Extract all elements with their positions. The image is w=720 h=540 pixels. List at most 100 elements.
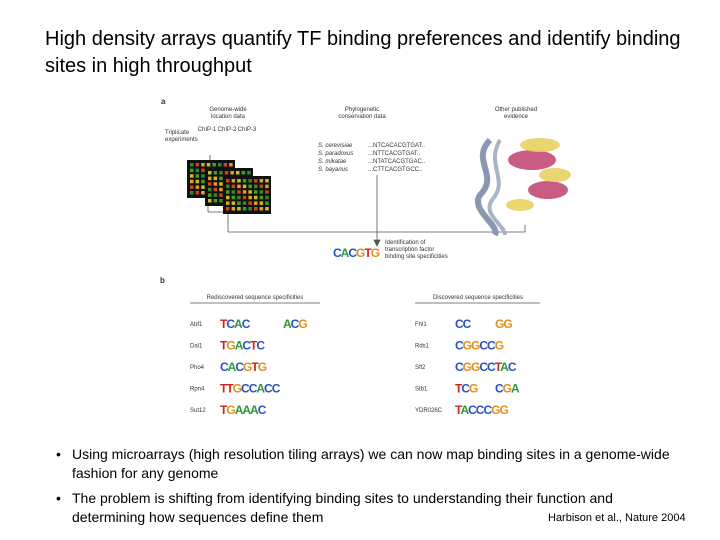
bullet-dot: • (56, 490, 61, 506)
aligned-sequence: ...NTCACACGTGAT.. (368, 143, 425, 149)
column-header: Genome-wide (209, 107, 247, 113)
helix (508, 150, 556, 170)
factor-name: Fhl1 (415, 322, 427, 328)
array-spot (248, 195, 252, 200)
array-spot (195, 179, 200, 184)
array-spot (190, 168, 194, 173)
array-spot (254, 207, 258, 211)
result-label: binding site specificities (385, 254, 448, 260)
array-spot (259, 184, 264, 189)
factor-name: Rpn4 (190, 387, 205, 393)
array-spot (241, 171, 246, 175)
array-spot (212, 163, 216, 167)
array-spot (208, 182, 212, 186)
factor-name: Dal1 (190, 344, 203, 350)
section-header: Rediscovered sequence specificities (207, 295, 304, 301)
sequence-logo: CGGCCG (455, 339, 504, 353)
species-name: S. paradoxus (318, 151, 353, 157)
column-header: evidence (504, 114, 529, 120)
array-spot (248, 179, 252, 183)
array-spot (195, 185, 200, 189)
array-spot (201, 179, 205, 184)
factor-name: Abf1 (190, 322, 203, 328)
connectors (190, 155, 540, 304)
panel-label: b (160, 276, 165, 285)
array-spot (226, 195, 230, 200)
bullet-text: Using microarrays (high resolution tilin… (72, 446, 670, 481)
dna-strand (487, 138, 507, 236)
array-spot (223, 163, 228, 167)
sequence-logo: CC (455, 317, 472, 331)
array-spot (237, 190, 241, 194)
array-spot (265, 195, 269, 200)
array-spot (242, 184, 247, 189)
array-spot (213, 193, 218, 197)
array-spot (231, 201, 236, 205)
array-spot (237, 201, 241, 205)
array-spot (219, 171, 223, 175)
sequence-logo: TCG (455, 382, 478, 396)
array-spot (201, 168, 205, 173)
column-header: conservation data (338, 114, 386, 120)
array-spot (190, 179, 194, 184)
array-spot (259, 195, 264, 200)
factor-name: Sfl2 (415, 365, 426, 371)
array-spot (226, 201, 230, 205)
microarray (223, 176, 271, 214)
array-spot (237, 207, 241, 211)
arrowhead (373, 239, 381, 247)
section-header: Discovered sequence specificities (433, 295, 523, 301)
array-spot (237, 184, 241, 189)
sequence-logo: TCAC (220, 317, 251, 331)
column-header: Phylogenetic (345, 107, 379, 113)
sequence-logo: ACG (283, 317, 307, 331)
array-spot (236, 171, 240, 175)
array-spot (213, 182, 218, 186)
aligned-sequence: ...NTTCACGTGAT.. (368, 151, 421, 157)
array-spot (190, 191, 194, 195)
array-spot (265, 184, 269, 189)
array-spot (265, 207, 269, 211)
array-spot (254, 190, 258, 194)
sequence-logo: CGA (495, 382, 520, 396)
protein-structure (475, 137, 571, 237)
sequence-logo: GG (495, 317, 512, 331)
aligned-sequence: ...NTATCACGTGAC.. (368, 159, 425, 165)
array-spot (237, 195, 241, 200)
array-spot (231, 179, 236, 183)
array-spot (195, 174, 200, 178)
factor-name: Stb1 (415, 387, 428, 393)
array-spot (218, 163, 222, 167)
sequence-logo: CACGTG (220, 360, 267, 374)
array-spot (226, 207, 230, 211)
array-spot (213, 199, 218, 203)
result-label: transcription factor (385, 247, 434, 253)
sequence-logo: TACCCGG (455, 403, 508, 417)
array-spot (237, 179, 241, 183)
sequence-logo: CGGCCTAC (455, 360, 517, 374)
bullet: • The problem is shifting from identifyin… (56, 489, 678, 527)
array-spot (213, 176, 218, 181)
array-spot (265, 179, 269, 183)
column-header: Other published (495, 107, 537, 113)
array-spot (259, 190, 264, 194)
array-spot (231, 190, 236, 194)
species-name: S. cerevisiae (318, 143, 353, 149)
array-spot (231, 195, 236, 200)
array-spot (254, 195, 258, 200)
array-spot (208, 193, 212, 197)
array-spot (208, 199, 212, 203)
array-spot (208, 171, 212, 175)
helix (539, 168, 571, 182)
array-spot (254, 201, 258, 205)
array-spot (226, 179, 230, 183)
citation: Harbison et al., Nature 2004 (548, 512, 686, 524)
array-spot (213, 187, 218, 192)
array-spot (219, 182, 223, 186)
bullet-list: • Using microarrays (high resolution tili… (56, 445, 678, 533)
array-spot (224, 171, 229, 175)
factor-name: Rds1 (415, 344, 430, 350)
array-spot (248, 184, 252, 189)
